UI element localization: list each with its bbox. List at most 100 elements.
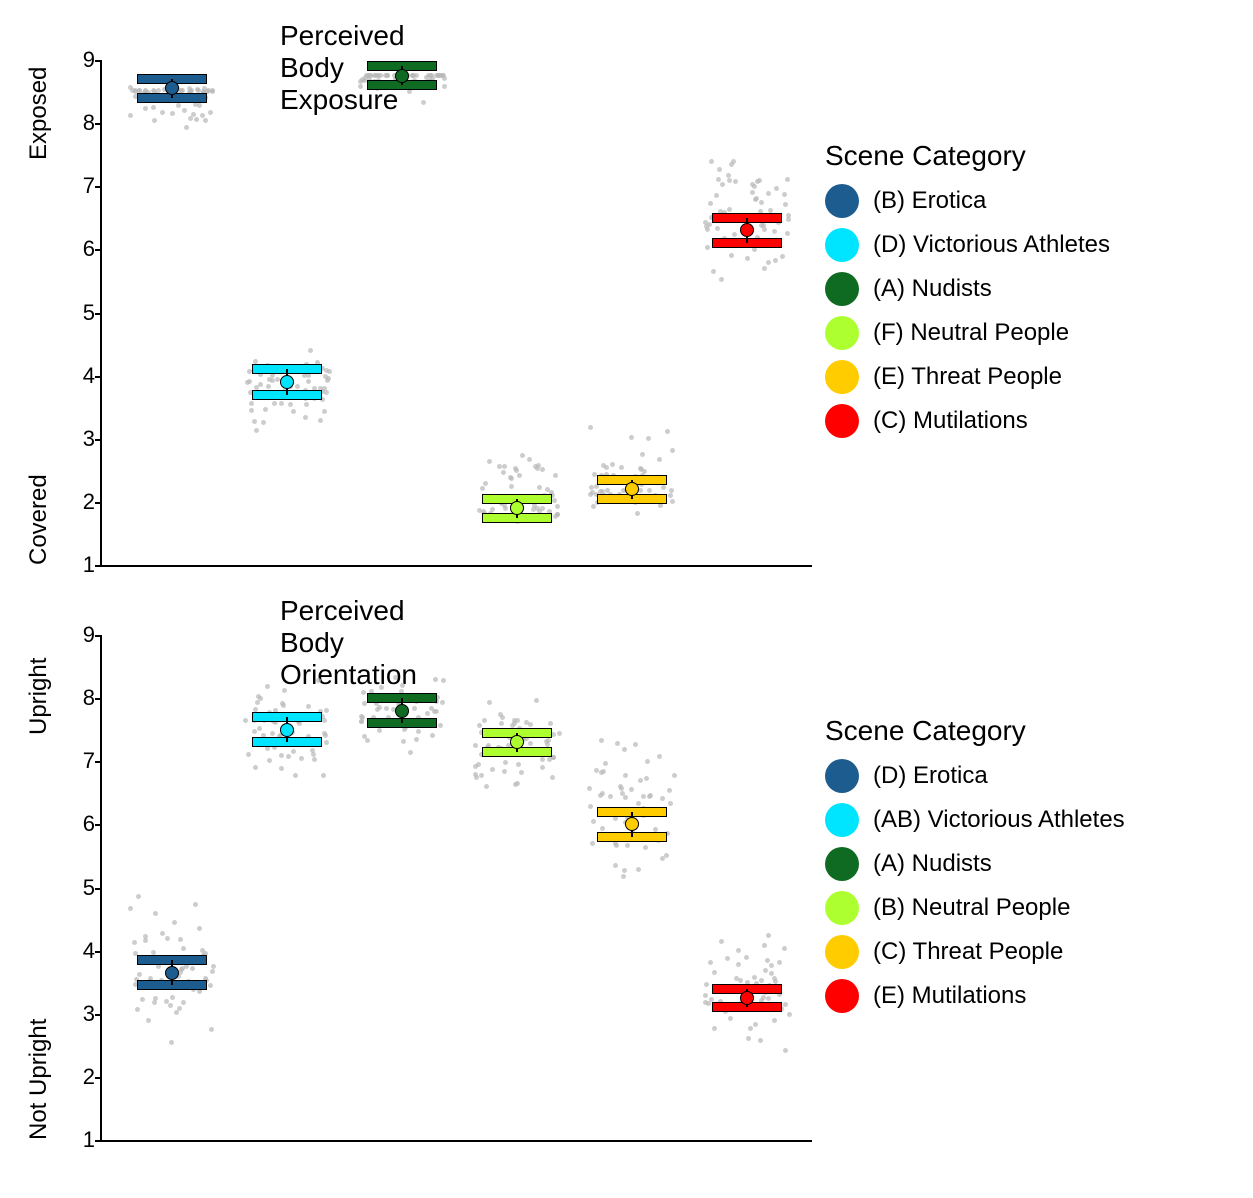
jitter-dot (623, 773, 628, 778)
jitter-dot (393, 675, 398, 680)
jitter-dot (502, 769, 507, 774)
jitter-dot (658, 503, 663, 508)
jitter-dot (588, 804, 593, 809)
jitter-dot (635, 511, 640, 516)
jitter-dot (203, 118, 208, 123)
jitter-dot (360, 715, 365, 720)
jitter-dot (615, 741, 620, 746)
jitter-dot (500, 715, 505, 720)
jitter-dot (279, 753, 284, 758)
jitter-dot (430, 733, 435, 738)
jitter-dot (184, 125, 189, 130)
jitter-dot (785, 231, 790, 236)
jitter-dot (768, 208, 773, 213)
jitter-dot (270, 731, 275, 736)
jitter-dot (772, 976, 777, 981)
jitter-dot (750, 190, 755, 195)
jitter-dot (490, 767, 495, 772)
panel2-y-top-label: Upright (25, 658, 53, 735)
legend-label: (C) Mutilations (873, 407, 1028, 435)
jitter-dot (487, 459, 492, 464)
jitter-dot (661, 485, 666, 490)
jitter-dot (291, 409, 296, 414)
y-tick-label: 4 (70, 363, 95, 389)
jitter-dot (703, 220, 708, 225)
jitter-dot (619, 465, 624, 470)
legend-swatch (825, 979, 859, 1013)
jitter-dot (755, 179, 760, 184)
mean-dot (395, 704, 409, 718)
panel1-legend: Scene Category (B) Erotica(D) Victorious… (825, 140, 1225, 448)
jitter-dot (176, 103, 181, 108)
jitter-dot (520, 453, 525, 458)
jitter-dot (600, 791, 605, 796)
panel1-legend-title: Scene Category (825, 140, 1225, 172)
jitter-dot (324, 708, 329, 713)
jitter-dot (761, 223, 766, 228)
series-group (232, 635, 342, 1140)
jitter-dot (705, 227, 710, 232)
jitter-dot (588, 492, 593, 497)
jitter-dot (766, 260, 771, 265)
jitter-dot (604, 465, 609, 470)
jitter-dot (194, 117, 199, 122)
jitter-dot (519, 770, 524, 775)
jitter-dot (473, 743, 478, 748)
jitter-dot (646, 436, 651, 441)
jitter-dot (544, 739, 549, 744)
jitter-dot (745, 256, 750, 261)
jitter-dot (408, 750, 413, 755)
jitter-dot (613, 863, 618, 868)
jitter-dot (714, 193, 719, 198)
jitter-dot (644, 776, 649, 781)
jitter-dot (591, 819, 596, 824)
jitter-dot (501, 470, 506, 475)
jitter-dot (733, 179, 738, 184)
jitter-dot (288, 402, 293, 407)
jitter-dot (725, 956, 730, 961)
jitter-dot (303, 415, 308, 420)
jitter-dot (636, 801, 641, 806)
jitter-dot (622, 868, 627, 873)
legend-label: (A) Nudists (873, 275, 992, 303)
jitter-dot (600, 826, 605, 831)
mean-dot (740, 223, 754, 237)
jitter-dot (299, 756, 304, 761)
jitter-dot (703, 1000, 708, 1005)
jitter-dot (197, 103, 202, 108)
y-tick-label: 3 (70, 426, 95, 452)
jitter-dot (670, 448, 675, 453)
jitter-dot (772, 1018, 777, 1023)
jitter-dot (550, 775, 555, 780)
jitter-dot (774, 186, 779, 191)
jitter-dot (780, 254, 785, 259)
jitter-dot (503, 760, 508, 765)
jitter-dot (623, 795, 628, 800)
jitter-dot (625, 843, 630, 848)
legend-swatch (825, 184, 859, 218)
jitter-dot (744, 955, 749, 960)
jitter-dot (324, 740, 329, 745)
jitter-dot (557, 731, 562, 736)
jitter-dot (306, 704, 311, 709)
legend-label: (AB) Victorious Athletes (873, 806, 1125, 834)
jitter-dot (325, 378, 330, 383)
jitter-dot (151, 105, 156, 110)
panel2-legend: Scene Category (D) Erotica(AB) Victoriou… (825, 715, 1225, 1023)
panel1-y-ticks: 123456789 (70, 60, 95, 565)
mean-dot (395, 69, 409, 83)
jitter-dot (629, 435, 634, 440)
jitter-dot (717, 167, 722, 172)
jitter-dot (414, 737, 419, 742)
y-tick-label: 3 (70, 1001, 95, 1027)
legend-label: (E) Mutilations (873, 982, 1026, 1010)
jitter-dot (252, 729, 257, 734)
jitter-dot (266, 384, 271, 389)
jitter-dot (361, 690, 366, 695)
legend-item: (E) Mutilations (825, 979, 1225, 1013)
jitter-dot (508, 475, 513, 480)
jitter-dot (660, 856, 665, 861)
jitter-dot (769, 971, 774, 976)
jitter-dot (753, 1022, 758, 1027)
jitter-dot (641, 794, 646, 799)
